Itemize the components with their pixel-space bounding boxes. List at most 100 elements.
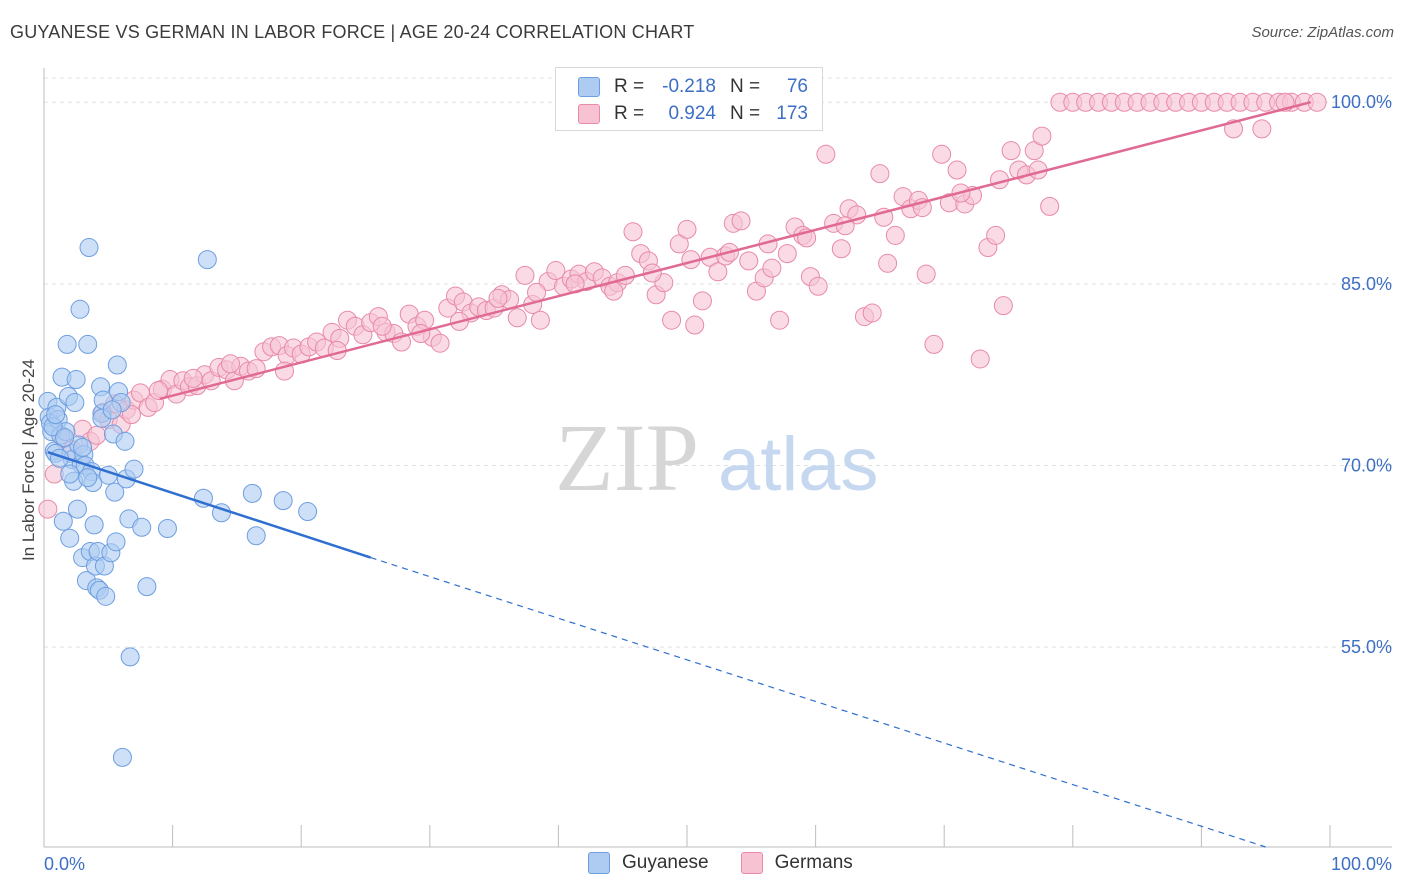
germans-point <box>932 144 952 164</box>
germans-point <box>870 164 890 184</box>
germans-point <box>692 291 712 311</box>
legend-row-germans: R = 0.924 N = 173 <box>578 101 808 127</box>
legend-row-guyanese: R = -0.218 N = 76 <box>578 74 808 100</box>
guyanese-r-label: R = <box>614 76 645 97</box>
germans-point <box>488 288 508 308</box>
y-tick-label: 100.0% <box>1331 92 1392 112</box>
guyanese-point <box>96 586 116 606</box>
guyanese-trend-line <box>47 451 372 559</box>
germans-point <box>220 354 240 374</box>
y-tick-label: 70.0% <box>1341 456 1392 476</box>
germans-point <box>762 258 782 278</box>
germans-point <box>677 219 697 239</box>
y-axis-label: In Labor Force | Age 20-24 <box>19 359 38 561</box>
guyanese-point <box>120 647 140 667</box>
germans-point <box>916 264 936 284</box>
guyanese-point <box>137 577 157 597</box>
axes: 55.0% 70.0% 85.0% 100.0% 0.0% 100.0% <box>43 68 1392 874</box>
germans-point <box>515 265 535 285</box>
watermark-zip: ZIP <box>555 404 699 511</box>
guyanese-point <box>157 519 177 539</box>
legend-item-germans[interactable]: Germans <box>740 852 853 874</box>
guyanese-point <box>78 468 98 488</box>
guyanese-point <box>242 483 262 503</box>
germans-n-value: 173 <box>776 103 808 124</box>
germans-point <box>530 310 550 330</box>
guyanese-point <box>273 491 293 511</box>
germans-point <box>87 425 107 445</box>
germans-point <box>623 222 643 242</box>
germans-point <box>708 262 728 282</box>
guyanese-point <box>84 515 104 535</box>
y-tick-label: 85.0% <box>1341 274 1392 294</box>
chart-title: GUYANESE VS GERMAN IN LABOR FORCE | AGE … <box>10 22 695 42</box>
guyanese-point <box>115 431 135 451</box>
germans-point <box>808 276 828 296</box>
watermark-atlas: atlas <box>718 422 879 507</box>
germans-point <box>878 253 898 273</box>
guyanese-point <box>67 499 87 519</box>
guyanese-legend-label: Guyanese <box>622 852 709 873</box>
series-legend: Guyanese Germans <box>588 852 885 874</box>
germans-point <box>546 261 566 281</box>
germans-point <box>604 281 624 301</box>
guyanese-point <box>298 502 318 522</box>
guyanese-point <box>105 482 125 502</box>
germans-point <box>38 499 58 519</box>
germans-point <box>770 310 790 330</box>
germans-point <box>148 380 168 400</box>
source-label: Source: ZipAtlas.com <box>1251 24 1394 41</box>
guyanese-point <box>107 355 127 375</box>
germans-point <box>430 333 450 353</box>
germans-point <box>862 303 882 323</box>
x-tick-label-max: 100.0% <box>1331 854 1392 874</box>
germans-point <box>970 349 990 369</box>
germans-point <box>183 368 203 388</box>
germans-point <box>685 315 705 335</box>
y-tick-label: 55.0% <box>1341 637 1392 657</box>
germans-point <box>372 316 392 336</box>
guyanese-swatch <box>578 77 600 97</box>
germans-legend-label: Germans <box>774 852 853 873</box>
germans-trend-line <box>159 101 1312 401</box>
germans-r-value: 0.924 <box>668 103 716 124</box>
guyanese-point <box>70 299 90 319</box>
germans-point <box>986 225 1006 245</box>
guyanese-point <box>57 334 77 354</box>
guyanese-r-value: -0.218 <box>662 76 716 97</box>
guyanese-point <box>132 517 152 537</box>
guyanese-point <box>55 428 75 448</box>
stats-legend: R = -0.218 N = 76 R = 0.924 N = 173 <box>555 67 823 131</box>
germans-point <box>816 144 836 164</box>
germans-point <box>777 244 797 264</box>
germans-point <box>1001 141 1021 161</box>
germans-point <box>1040 196 1060 216</box>
germans-legend-swatch <box>740 852 763 874</box>
guyanese-point <box>197 250 217 270</box>
legend-item-guyanese[interactable]: Guyanese <box>588 852 709 874</box>
guyanese-point <box>246 526 266 546</box>
germans-point <box>527 282 547 302</box>
guyanese-point <box>78 334 98 354</box>
germans-point <box>739 251 759 271</box>
data-points <box>38 92 1327 767</box>
germans-swatch <box>578 104 600 124</box>
guyanese-point <box>124 459 144 479</box>
germans-point <box>662 310 682 330</box>
germans-point <box>731 211 751 231</box>
germans-point <box>1252 119 1272 139</box>
guyanese-legend-swatch <box>588 852 610 874</box>
guyanese-point <box>79 238 99 258</box>
germans-point <box>947 160 967 180</box>
guyanese-trend-extension <box>370 556 1266 848</box>
germans-point <box>885 225 905 245</box>
guyanese-n-value: 76 <box>786 76 808 97</box>
germans-point <box>993 296 1013 316</box>
guyanese-point <box>73 437 93 457</box>
germans-point <box>1307 92 1327 112</box>
germans-r-label: R = <box>614 103 645 124</box>
guyanese-point <box>65 393 85 413</box>
guyanese-n-label: N = <box>730 76 761 97</box>
trend-lines <box>47 101 1312 848</box>
